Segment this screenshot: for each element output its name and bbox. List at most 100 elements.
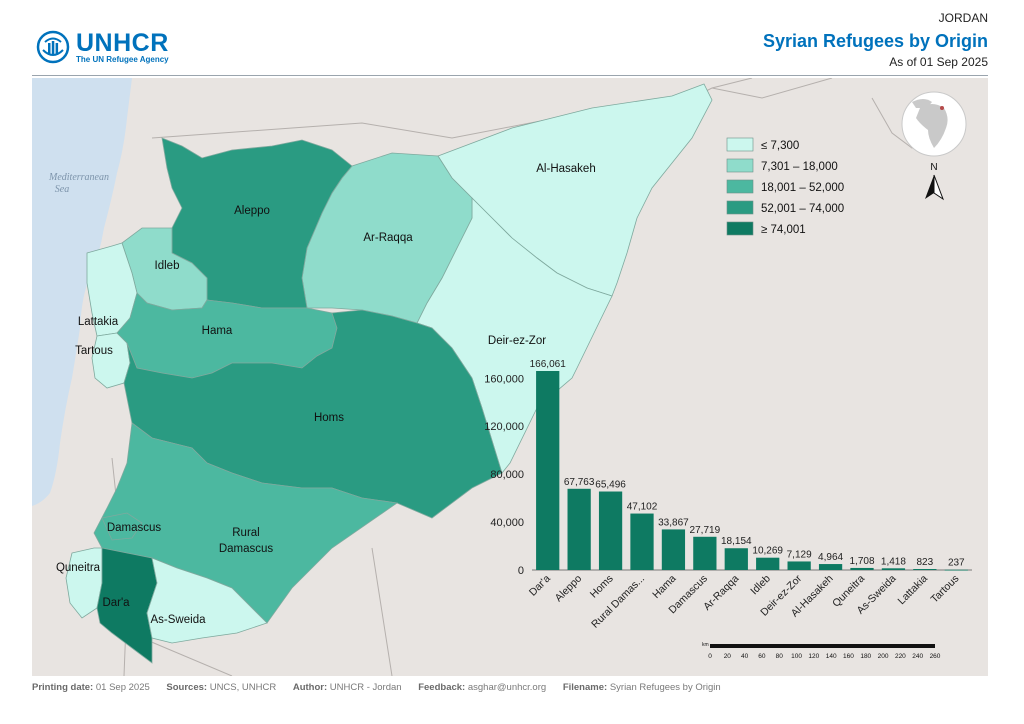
scale-bar-tick-40: 40 [741, 653, 749, 660]
logo-tagline: The UN Refugee Agency [76, 54, 169, 64]
bar-homs [598, 491, 623, 570]
bar-value-label: 33,867 [658, 517, 689, 528]
legend-label-2: 7,301 – 18,000 [761, 161, 838, 173]
bar-quneitra [850, 567, 874, 570]
bar-value-label: 1,418 [881, 556, 906, 567]
bar-value-label: 823 [917, 557, 934, 568]
scale-bar-tick-0: 0 [708, 653, 712, 660]
y-tick-label: 40,000 [490, 517, 524, 529]
north-label: N [930, 162, 937, 173]
header-divider [32, 75, 988, 76]
label-hama: Hama [202, 325, 233, 337]
bar-dar-a [536, 371, 560, 570]
bar-value-label: 27,719 [690, 525, 721, 536]
bar-idleb [756, 557, 780, 570]
bar-value-label: 1,708 [849, 556, 874, 567]
label-rural-damascus-line1: Rural [232, 527, 259, 539]
bar-as-sweida [881, 568, 906, 570]
y-tick-label: 120,000 [484, 421, 524, 433]
scale-bar-tick-20: 20 [724, 653, 732, 660]
legend-label-5: ≥ 74,001 [761, 224, 806, 236]
globe-africa-shape [916, 104, 948, 148]
legend-swatch-1 [726, 137, 754, 152]
label-tartous: Tartous [75, 345, 113, 357]
bar-value-label: 47,102 [627, 502, 658, 513]
bar-rural-damas- [630, 513, 654, 570]
bar-tartous [944, 569, 968, 571]
label-deir-ez-zor: Deir-ez-Zor [488, 335, 546, 347]
footer-author-label: Author: [292, 682, 328, 693]
footer-author-value: UNHCR - Jordan [329, 682, 402, 693]
sea-label-line2: Sea [55, 184, 69, 195]
bar-value-label: 10,269 [752, 546, 783, 557]
unhcr-logo: UNHCR The UN Refugee Agency [36, 30, 169, 64]
header: UNHCR The UN Refugee Agency JORDAN Syria… [0, 0, 1024, 80]
label-damascus: Damascus [107, 522, 162, 534]
footer-feedback-link[interactable]: asghar@unhcr.org [467, 682, 547, 693]
scale-bar: km 0 20 40 60 80 100 120 140 160 180 200 220 240 260 [702, 642, 941, 660]
as-of-date: As of 01 Sep 2025 [889, 55, 988, 69]
country-label: JORDAN [938, 11, 988, 25]
unhcr-emblem-icon [36, 30, 70, 64]
sea-label-line1: Mediterranean [48, 172, 109, 183]
bar-value-label: 4,964 [818, 552, 843, 563]
legend-label-3: 18,001 – 52,000 [761, 182, 844, 194]
footer: Printing date: 01 Sep 2025 Sources: UNCS… [32, 682, 988, 693]
region-tartous [91, 332, 131, 389]
legend-label-1: ≤ 7,300 [761, 140, 799, 152]
label-al-hasakeh: Al-Hasakeh [536, 163, 595, 175]
globe-inset [901, 91, 967, 157]
y-tick-label: 160,000 [484, 373, 524, 385]
governorate-polygons [65, 83, 713, 664]
globe-location-marker [940, 106, 944, 110]
footer-filename-value: Syrian Refugees by Origin [609, 682, 721, 693]
map-legend: ≤ 7,300 7,301 – 18,000 18,001 – 52,000 52,0… [726, 137, 844, 236]
footer-filename-label: Filename: [562, 682, 608, 693]
label-homs: Homs [314, 412, 344, 424]
scale-bar-unit: km [702, 642, 709, 648]
footer-printing-value: 01 Sep 2025 [95, 682, 150, 693]
footer-sources-label: Sources: [166, 682, 208, 693]
bar-deir-ez-zor [787, 561, 811, 570]
bar-al-hasakeh [818, 564, 843, 570]
scale-bar-tick-240: 240 [912, 653, 923, 660]
footer-printing-label: Printing date: [32, 682, 94, 693]
scale-bar-tick-200: 200 [878, 653, 889, 660]
legend-swatch-2 [726, 158, 754, 173]
bar-ar-raqqa [724, 548, 748, 570]
logo-name: UNHCR [76, 28, 169, 57]
region-damascus [101, 512, 143, 541]
bar-value-label: 237 [948, 558, 965, 569]
y-tick-label: 80,000 [490, 469, 524, 481]
scale-bar-tick-120: 120 [808, 653, 819, 660]
region-as-sweida [146, 557, 268, 644]
scale-bar-tick-140: 140 [826, 653, 837, 660]
map-panel: Mediterranean Sea Al-Hasakeh Aleppo Ar-R… [32, 78, 988, 676]
label-rural-damascus-line2: Damascus [219, 543, 274, 555]
bar-value-label: 7,129 [787, 549, 812, 560]
label-as-sweida: As-Sweida [151, 614, 207, 626]
label-dara: Dar'a [102, 597, 130, 609]
legend-swatch-4 [726, 200, 754, 215]
bar-aleppo [567, 488, 591, 570]
bar-damascus [693, 536, 717, 570]
mediterranean-sea [32, 78, 132, 506]
page-title: Syrian Refugees by Origin [762, 31, 988, 51]
scale-bar-tick-100: 100 [791, 653, 802, 660]
north-arrow-icon: N [925, 162, 945, 201]
bar-value-label: 67,763 [564, 477, 595, 488]
label-lattakia: Lattakia [78, 316, 119, 328]
bar-value-label: 166,061 [530, 359, 567, 370]
label-aleppo: Aleppo [234, 205, 270, 217]
bar-value-label: 65,496 [595, 480, 626, 491]
footer-sources-value: UNCS, UNHCR [209, 682, 277, 693]
legend-swatch-3 [726, 179, 754, 194]
y-tick-label: 0 [518, 565, 524, 577]
globe-europe-shape [912, 99, 932, 108]
scale-bar-tick-60: 60 [758, 653, 766, 660]
label-quneitra: Quneitra [56, 562, 101, 574]
footer-feedback-label: Feedback: [418, 682, 466, 693]
scale-bar-line [710, 644, 935, 648]
legend-label-4: 52,001 – 74,000 [761, 203, 844, 215]
label-idleb: Idleb [155, 260, 180, 272]
